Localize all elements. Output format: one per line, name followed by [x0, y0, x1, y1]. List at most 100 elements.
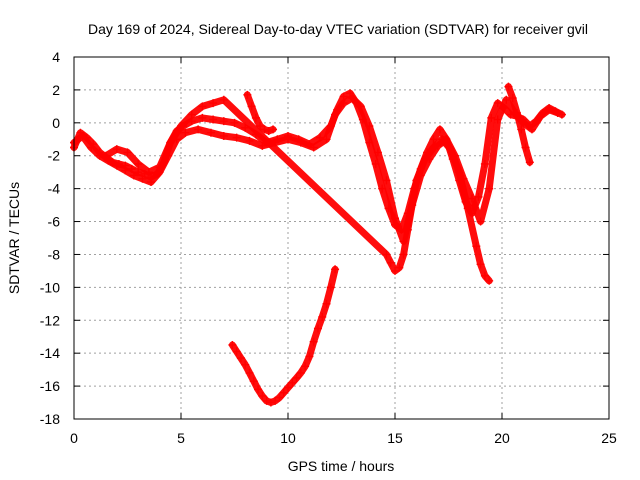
data-point	[493, 99, 502, 108]
data-point	[365, 122, 374, 131]
data-point	[476, 217, 485, 226]
data-point	[219, 95, 228, 104]
data-point	[206, 128, 215, 137]
data-point	[474, 192, 483, 201]
data-point	[331, 265, 340, 274]
data-point	[309, 337, 318, 346]
y-tick-label: -10	[40, 279, 60, 295]
x-tick-label: 25	[601, 430, 617, 446]
data-point	[386, 258, 395, 267]
data-point	[493, 115, 502, 124]
data-point	[177, 122, 185, 131]
data-point	[305, 352, 314, 361]
data-point	[296, 138, 305, 147]
data-point	[412, 176, 421, 185]
data-point	[249, 377, 258, 386]
data-point	[155, 163, 164, 172]
y-tick-label: -18	[40, 411, 60, 427]
y-tick-label: -2	[48, 148, 61, 164]
chart-title: Day 169 of 2024, Sidereal Day-to-day VTE…	[88, 21, 588, 37]
data-point	[313, 324, 322, 333]
y-tick-label: -16	[40, 378, 60, 394]
data-point	[382, 176, 391, 185]
data-point	[209, 99, 218, 108]
data-point	[181, 128, 190, 137]
data-point	[245, 136, 254, 145]
data-point	[391, 214, 399, 223]
data-point	[480, 271, 489, 280]
x-tick-label: 10	[280, 430, 296, 446]
data-point	[266, 398, 275, 407]
data-point	[284, 383, 292, 392]
x-tick-label: 5	[177, 430, 185, 446]
data-point	[408, 201, 417, 210]
data-point	[301, 362, 310, 371]
data-point	[356, 102, 365, 111]
data-point	[395, 263, 404, 272]
data-point	[403, 225, 412, 234]
y-tick-label: -6	[48, 214, 61, 230]
data-point	[435, 125, 444, 134]
data-point	[147, 178, 156, 187]
data-point	[326, 283, 335, 292]
data-point	[194, 125, 203, 134]
data-point	[251, 113, 260, 122]
data-point	[438, 135, 447, 144]
y-tick-label: 2	[52, 82, 60, 98]
data-point	[429, 135, 438, 144]
data-point	[527, 125, 536, 134]
data-point	[241, 360, 250, 369]
data-point	[78, 131, 87, 140]
data-point	[348, 94, 357, 103]
data-point	[279, 388, 288, 397]
data-point	[123, 148, 132, 157]
data-point	[485, 276, 494, 285]
data-point	[247, 102, 256, 111]
data-point	[254, 385, 263, 394]
data-point	[512, 108, 521, 117]
data-point	[288, 378, 297, 387]
data-point	[429, 143, 438, 152]
data-point	[525, 158, 534, 167]
data-point	[269, 125, 278, 134]
x-tick-label: 20	[494, 430, 510, 446]
series-trace-main-b	[70, 94, 562, 245]
data-point	[480, 159, 489, 168]
data-point	[258, 141, 267, 150]
data-point	[318, 312, 327, 321]
data-point	[485, 184, 494, 193]
data-point	[553, 108, 562, 117]
data-point	[112, 145, 121, 154]
x-tick-label: 15	[387, 430, 403, 446]
data-point	[275, 393, 284, 402]
data-point	[391, 266, 399, 275]
data-point	[468, 194, 477, 203]
data-marks	[70, 82, 566, 407]
data-point	[536, 112, 545, 121]
x-tick-label: 0	[70, 430, 78, 446]
data-point	[144, 168, 153, 177]
data-point	[296, 368, 305, 377]
data-point	[545, 105, 554, 114]
data-point	[230, 118, 239, 127]
data-point	[219, 117, 228, 126]
data-point	[87, 143, 96, 152]
x-axis-label: GPS time / hours	[288, 458, 395, 474]
data-point	[241, 123, 250, 132]
data-point	[309, 143, 318, 152]
data-point	[472, 242, 481, 251]
data-point	[331, 110, 340, 119]
data-point	[232, 347, 241, 356]
data-point	[243, 90, 252, 99]
y-tick-label: 4	[52, 49, 60, 65]
data-point	[258, 391, 267, 400]
data-point	[487, 113, 496, 122]
data-point	[502, 95, 511, 104]
data-point	[262, 396, 271, 405]
y-tick-label: -4	[48, 181, 61, 197]
data-point	[504, 82, 513, 91]
data-point	[420, 155, 429, 164]
y-tick-label: -12	[40, 312, 60, 328]
ticks: 0 5 10 15 20 25 -18 -16 -14 -12 -10 -8 -6 -4 -2 0 2 4	[40, 49, 617, 446]
